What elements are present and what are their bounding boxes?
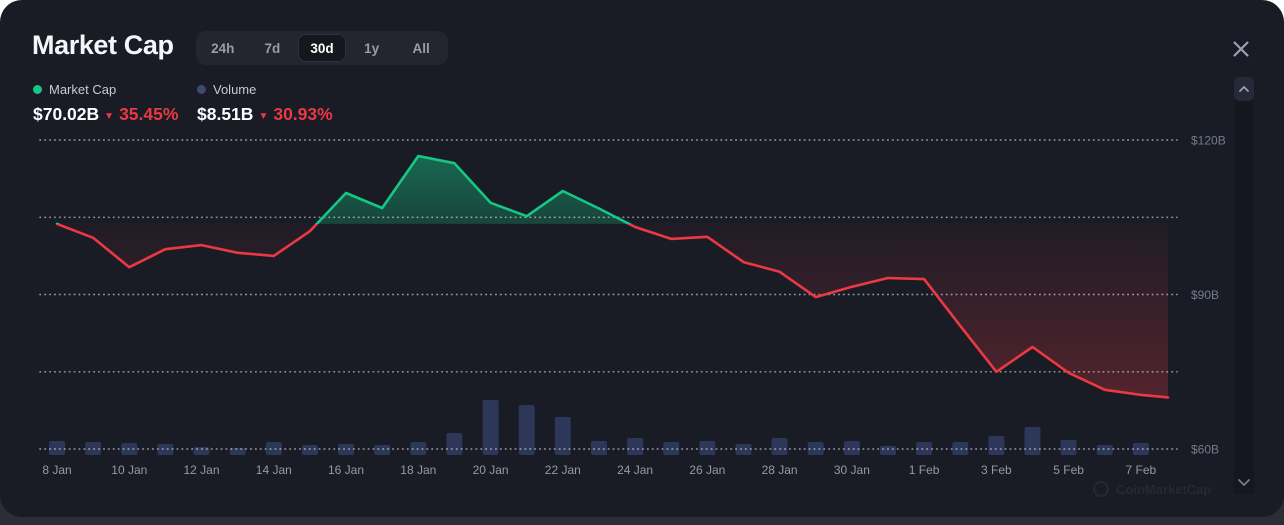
gain-area-fill bbox=[57, 156, 1168, 224]
down-triangle-icon: ▼ bbox=[258, 111, 269, 122]
x-axis-label: 10 Jan bbox=[111, 463, 147, 477]
volume-bar bbox=[338, 444, 354, 455]
chevron-down-icon bbox=[1238, 478, 1250, 486]
scroll-down-button[interactable] bbox=[1234, 472, 1254, 492]
x-axis-label: 8 Jan bbox=[42, 463, 71, 477]
volume-bar bbox=[1060, 440, 1077, 455]
volume-bar bbox=[807, 442, 824, 455]
volume-bar bbox=[446, 433, 463, 455]
tab-7d[interactable]: 7d bbox=[249, 34, 297, 62]
volume-bar bbox=[843, 441, 860, 455]
volume-bar bbox=[735, 444, 752, 455]
volume-bar bbox=[916, 442, 933, 455]
tab-all[interactable]: All bbox=[397, 34, 445, 62]
volume-bar bbox=[85, 442, 102, 455]
tab-24h[interactable]: 24h bbox=[199, 34, 247, 62]
x-axis-label: 20 Jan bbox=[473, 463, 509, 477]
volume-bar bbox=[49, 441, 65, 455]
x-axis-label: 12 Jan bbox=[183, 463, 219, 477]
loss-area-fill bbox=[57, 223, 1168, 398]
x-axis-label: 24 Jan bbox=[617, 463, 653, 477]
volume-bar bbox=[157, 444, 174, 455]
legend-market-cap: Market Cap $70.02B ▼ 35.45% bbox=[33, 82, 178, 125]
volume-bar bbox=[482, 400, 499, 455]
x-axis-label: 16 Jan bbox=[328, 463, 364, 477]
volume-bar bbox=[952, 442, 969, 455]
volume-bar bbox=[374, 445, 391, 455]
volume-bar bbox=[1132, 443, 1149, 455]
x-axis-label: 3 Feb bbox=[981, 463, 1012, 477]
close-icon bbox=[1233, 41, 1249, 57]
volume-bar bbox=[301, 445, 318, 455]
chevron-up-icon bbox=[1239, 86, 1249, 92]
watermark: CoinMarketCap bbox=[1093, 481, 1211, 497]
down-triangle-icon: ▼ bbox=[104, 111, 115, 122]
x-axis-label: 28 Jan bbox=[762, 463, 798, 477]
tab-1y[interactable]: 1y bbox=[348, 34, 396, 62]
watermark-text: CoinMarketCap bbox=[1116, 481, 1212, 497]
volume-bar bbox=[518, 405, 535, 455]
x-axis-label: 7 Feb bbox=[1126, 463, 1157, 477]
volume-value: $8.51B bbox=[197, 104, 254, 124]
volume-bar bbox=[1024, 427, 1041, 455]
x-axis-label: 30 Jan bbox=[834, 463, 870, 477]
x-axis-label: 22 Jan bbox=[545, 463, 581, 477]
x-axis-label: 14 Jan bbox=[256, 463, 292, 477]
y-axis-label: $60B bbox=[1191, 443, 1219, 457]
x-axis-label: 18 Jan bbox=[400, 463, 436, 477]
y-axis-label: $120B bbox=[1191, 134, 1226, 148]
volume-legend-label: Volume bbox=[213, 82, 257, 97]
volume-bar bbox=[663, 442, 680, 455]
vertical-scrollbar[interactable] bbox=[1234, 77, 1254, 494]
x-axis-label: 5 Feb bbox=[1053, 463, 1084, 477]
market-cap-change: 35.45% bbox=[119, 104, 179, 124]
volume-bar bbox=[1096, 445, 1113, 455]
tab-30d[interactable]: 30d bbox=[298, 34, 346, 62]
x-axis-label: 1 Feb bbox=[909, 463, 940, 477]
volume-change: 30.93% bbox=[273, 104, 333, 124]
close-button[interactable] bbox=[1228, 36, 1254, 62]
x-axis-label: 26 Jan bbox=[689, 463, 725, 477]
volume-dot-icon bbox=[197, 85, 206, 94]
volume-bar bbox=[880, 446, 896, 455]
volume-bar bbox=[988, 436, 1005, 455]
legend-volume: Volume $8.51B ▼ 30.93% bbox=[197, 82, 333, 125]
y-axis-label: $90B bbox=[1191, 288, 1219, 302]
watermark-logo-icon bbox=[1093, 481, 1109, 497]
market-cap-value: $70.02B bbox=[33, 104, 100, 124]
volume-bar bbox=[771, 438, 788, 455]
volume-bar bbox=[265, 442, 282, 455]
market-cap-legend-label: Market Cap bbox=[49, 82, 117, 97]
market-cap-line-down bbox=[55, 223, 1170, 399]
market-cap-line-up bbox=[55, 154, 632, 224]
scrollbar-track[interactable] bbox=[1234, 77, 1254, 494]
volume-bar bbox=[627, 438, 644, 455]
volume-bar bbox=[554, 417, 571, 455]
volume-bar bbox=[699, 441, 716, 455]
time-range-tabs: 24h 7d 30d 1y All bbox=[196, 31, 448, 65]
scroll-up-button[interactable] bbox=[1234, 77, 1254, 101]
volume-bar bbox=[591, 441, 607, 455]
page-title: Market Cap bbox=[32, 30, 174, 60]
market-cap-dot-icon bbox=[33, 85, 42, 94]
